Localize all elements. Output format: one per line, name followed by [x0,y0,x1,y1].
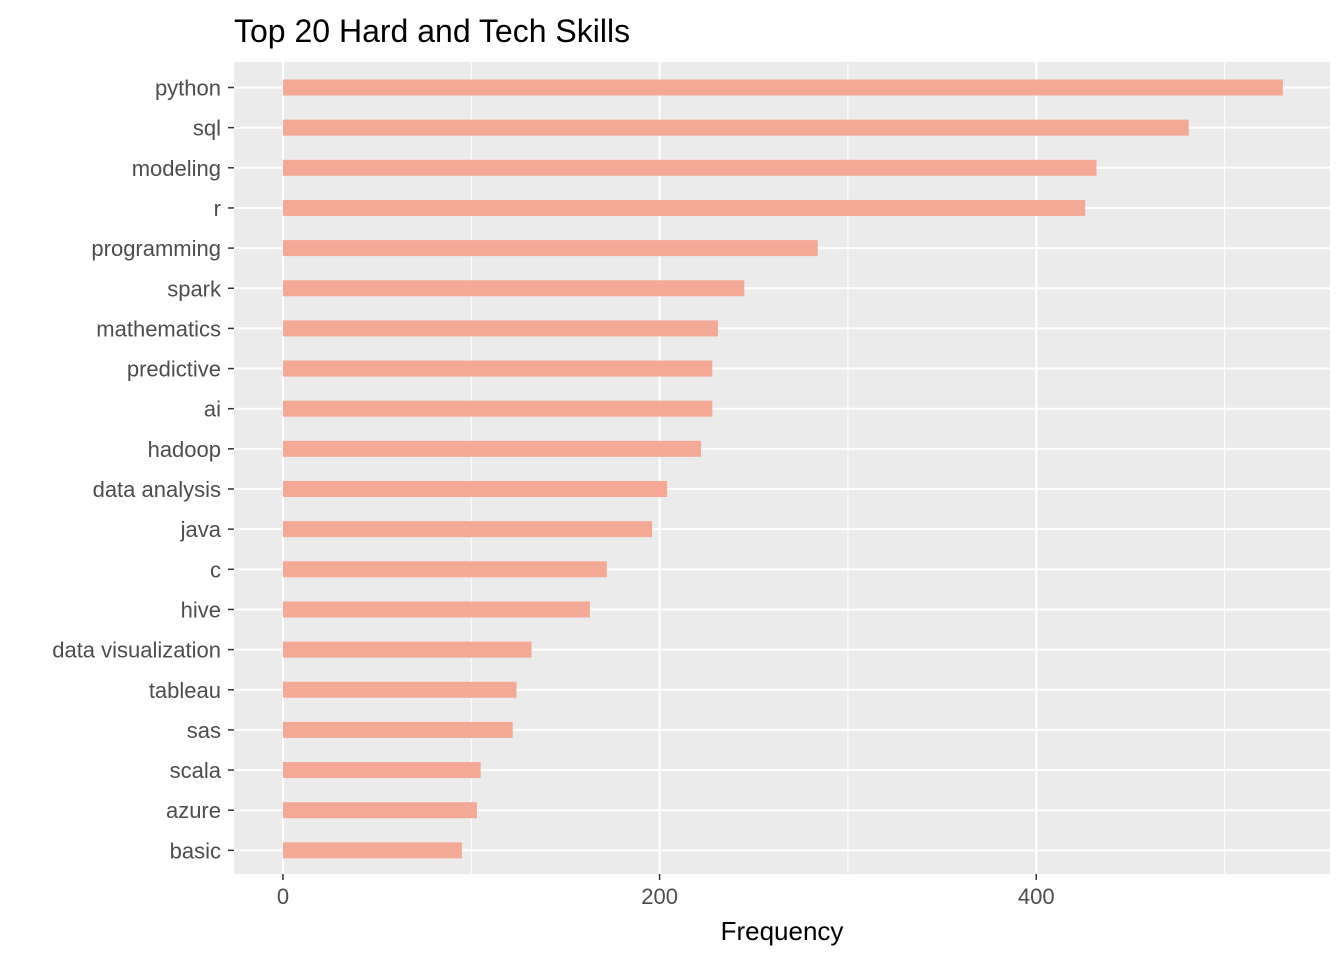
x-axis-title: Frequency [721,916,844,946]
y-tick-label: spark [167,276,222,301]
bar [282,762,481,779]
y-tick-label: r [214,196,221,221]
y-tick-label: data analysis [93,477,221,502]
y-tick-label: programming [91,236,221,261]
bar [282,601,590,618]
bars [282,79,1283,859]
y-tick-label: java [180,517,222,542]
y-tick-label: mathematics [96,316,221,341]
x-axis: 0 200 400 [277,874,1055,909]
y-tick-label: basic [170,838,221,863]
y-tick-label: hive [181,597,221,622]
bar [282,802,477,819]
y-tick-label: sas [187,718,221,743]
bar [282,119,1189,136]
bar [282,681,517,698]
x-tick-label: 0 [277,884,289,909]
bar [282,440,702,457]
y-tick-label: scala [170,758,222,783]
bar [282,641,532,658]
y-tick-label: predictive [127,357,221,382]
bar [282,360,713,377]
chart-title: Top 20 Hard and Tech Skills [234,13,630,49]
x-tick-label: 400 [1018,884,1055,909]
bar [282,159,1097,176]
bar [282,320,718,337]
y-tick-label: c [210,557,221,582]
y-tick-label: python [155,76,221,101]
bar [282,240,818,257]
x-tick-label: 200 [641,884,678,909]
bar [282,842,462,859]
y-tick-label: tableau [149,678,221,703]
bar [282,721,513,738]
bar [282,400,713,417]
bar [282,481,668,497]
bar [282,521,653,538]
y-axis: python sql modeling r programming spark mathem… [52,76,234,863]
bar [282,561,607,578]
plot-panel [234,62,1330,874]
y-tick-label: azure [166,798,221,823]
bar [282,199,1086,216]
y-tick-label: modeling [132,156,221,181]
y-tick-label: data visualization [52,638,221,663]
bar [282,79,1283,96]
bar [282,280,745,297]
y-tick-label: hadoop [148,437,221,462]
y-tick-label: sql [193,116,221,141]
y-tick-label: ai [204,397,221,422]
